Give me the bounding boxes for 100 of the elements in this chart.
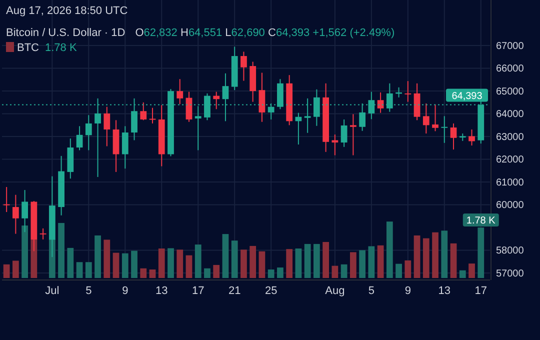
bar	[386, 222, 393, 278]
bar	[85, 262, 92, 278]
candlestick	[350, 114, 356, 156]
y-tick-label: 62000	[496, 154, 524, 166]
text: Bitcoin / U.S. Dollar · 1D	[6, 27, 126, 39]
bar	[131, 250, 138, 278]
y-tick-label: 65000	[496, 86, 524, 98]
candlestick	[422, 102, 430, 134]
y-tick-label: 64000	[496, 109, 524, 120]
x-tick-label: Aug	[325, 285, 345, 297]
candlestick	[340, 118, 348, 148]
candlestick	[140, 102, 147, 121]
bar	[104, 240, 110, 278]
bar	[322, 242, 330, 278]
bar	[377, 245, 384, 278]
bar	[404, 260, 412, 278]
data-label: 1.78 K	[466, 216, 496, 227]
bar	[414, 235, 420, 278]
candlestick	[3, 186, 10, 213]
candlestick	[258, 72, 266, 122]
bar	[450, 243, 457, 278]
bar	[176, 250, 184, 278]
candlestick	[40, 228, 46, 240]
candlestick	[377, 92, 384, 114]
candlestick	[404, 80, 412, 102]
candlestick	[213, 91, 220, 110]
y-tick-label: 58000	[496, 246, 524, 257]
candlestick	[76, 126, 83, 151]
bar	[295, 248, 302, 278]
bar	[258, 251, 266, 278]
candlestick	[332, 134, 338, 156]
bar	[204, 268, 210, 278]
bar	[396, 264, 402, 278]
bar	[304, 244, 311, 278]
x-tick-label: 21	[228, 285, 241, 297]
candlestick	[414, 82, 420, 121]
y-tick-label: 60000	[496, 200, 524, 212]
x-tick-label: 13	[438, 285, 451, 297]
y-tick-label: 67000	[496, 41, 524, 52]
bar	[459, 270, 466, 278]
candlestick	[186, 91, 192, 122]
y-tick-label: 57000	[496, 268, 524, 280]
bar	[186, 255, 192, 278]
bar	[350, 252, 356, 278]
bar	[359, 250, 366, 278]
bar	[432, 232, 438, 278]
bar	[277, 268, 284, 278]
bar	[194, 244, 202, 278]
bar	[250, 246, 256, 278]
bar	[76, 262, 83, 278]
bar	[67, 248, 74, 278]
bar	[422, 238, 430, 278]
candlestick	[12, 194, 19, 234]
x-tick-label: 17	[192, 285, 204, 297]
text: 1.78 K	[45, 42, 77, 54]
bar	[231, 240, 238, 278]
bar	[58, 222, 64, 278]
bar	[149, 269, 156, 278]
x-tick-label: 9	[404, 285, 411, 297]
candlestick	[149, 107, 156, 124]
candlestick	[450, 122, 457, 150]
bar	[314, 244, 320, 278]
y-tick-label: 63000	[496, 132, 524, 143]
x-tick-label: 25	[264, 285, 278, 297]
bar	[158, 248, 165, 278]
text: O62,832 H64,551 L62,690 C64,393 +1,562 (+2.49%)	[135, 27, 395, 39]
candlestick	[441, 116, 448, 144]
candlestick	[85, 114, 92, 151]
ref-line-label: 64,393	[452, 90, 483, 102]
bar	[268, 269, 274, 278]
bar	[12, 260, 19, 278]
legend-label: BTC	[17, 42, 39, 54]
bar	[112, 252, 120, 278]
x-tick-label: 5	[368, 285, 374, 297]
candlestick	[240, 51, 247, 82]
annotation: Aug 17, 2026 18:50 UTC	[6, 5, 128, 17]
candlestick	[468, 128, 475, 146]
bar	[240, 250, 247, 278]
bar	[286, 249, 293, 278]
bar	[332, 266, 338, 278]
x-tick-label: 9	[122, 285, 128, 297]
bar	[94, 235, 101, 278]
bar	[213, 264, 220, 278]
bar	[222, 234, 229, 278]
bar	[468, 264, 475, 278]
bar	[122, 253, 128, 278]
bar	[441, 230, 448, 278]
x-tick-label: Jul	[45, 285, 60, 297]
bar	[368, 246, 375, 278]
x-tick-label: 17	[474, 285, 488, 297]
x-tick-label: 5	[86, 285, 92, 297]
candlestick	[176, 78, 184, 105]
candlestick	[104, 106, 110, 147]
candlestick	[432, 104, 438, 132]
y-tick-label: 66000	[496, 64, 524, 75]
bar	[22, 226, 28, 278]
bar	[3, 264, 10, 278]
x-tick-label: 13	[156, 285, 168, 297]
bar	[340, 264, 348, 278]
y-tick-label: 61000	[496, 177, 524, 188]
